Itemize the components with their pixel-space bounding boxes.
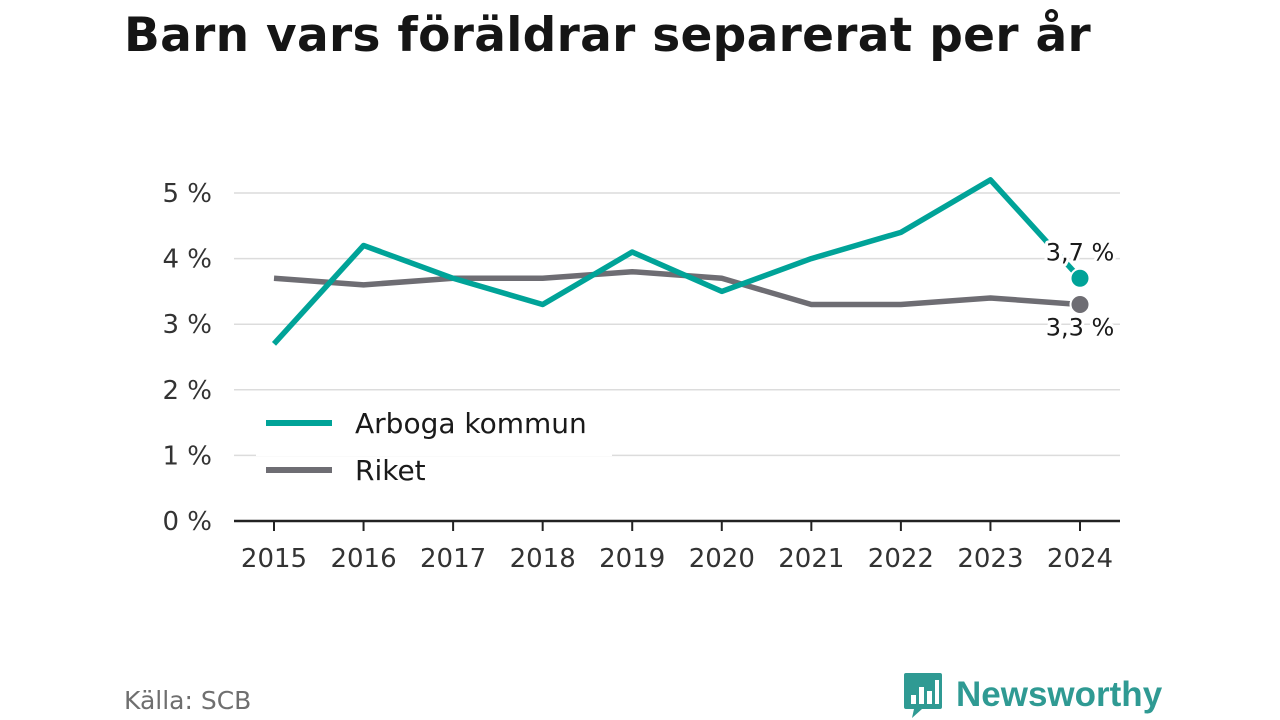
legend: Arboga kommun Riket [256, 398, 612, 487]
x-tick-label: 2021 [778, 544, 844, 574]
y-tick-label: 0 % [162, 507, 212, 537]
y-tick-label: 1 % [162, 441, 212, 471]
end-label-arboga: 3,7 % [1046, 238, 1115, 266]
end-label-riket: 3,3 % [1046, 314, 1115, 342]
x-tick-label: 2015 [241, 544, 307, 574]
x-tick-label: 2016 [330, 544, 396, 574]
legend-label: Riket [355, 454, 426, 487]
x-tick-label: 2018 [510, 544, 576, 574]
end-point-arboga [1069, 267, 1091, 289]
legend-background [256, 398, 612, 456]
series-lines [271, 177, 1091, 346]
x-tick-label: 2022 [868, 544, 934, 574]
x-tick-label: 2023 [957, 544, 1023, 574]
source-note: Källa: SCB [124, 686, 252, 715]
end-labels: 3,7 % 3,3 % [1043, 235, 1118, 344]
brand-name: Newsworthy [956, 675, 1163, 714]
end-point-riket [1069, 294, 1091, 316]
y-tick-label: 2 % [162, 376, 212, 406]
x-tick-label: 2017 [420, 544, 486, 574]
x-tick-label: 2019 [599, 544, 665, 574]
x-tick-label: 2020 [689, 544, 755, 574]
brand-logo: Newsworthy [902, 670, 1162, 720]
y-axis-ticks: 0 % 1 % 2 % 3 % 4 % 5 % [162, 179, 212, 537]
y-tick-label: 4 % [162, 245, 212, 275]
series-line-arboga [271, 177, 1083, 346]
y-tick-label: 3 % [162, 310, 212, 340]
x-tick-label: 2024 [1047, 544, 1113, 574]
y-tick-label: 5 % [162, 179, 212, 209]
series-line-riket [273, 268, 1081, 308]
bar-chart-speech-bubble-icon [904, 673, 942, 718]
x-axis: 2015 2016 2017 2018 2019 2020 2021 2022 2023 2024 [234, 519, 1120, 574]
legend-label: Arboga kommun [355, 407, 587, 440]
chart-title: Barn vars föräldrar separerat per år [124, 8, 1091, 63]
